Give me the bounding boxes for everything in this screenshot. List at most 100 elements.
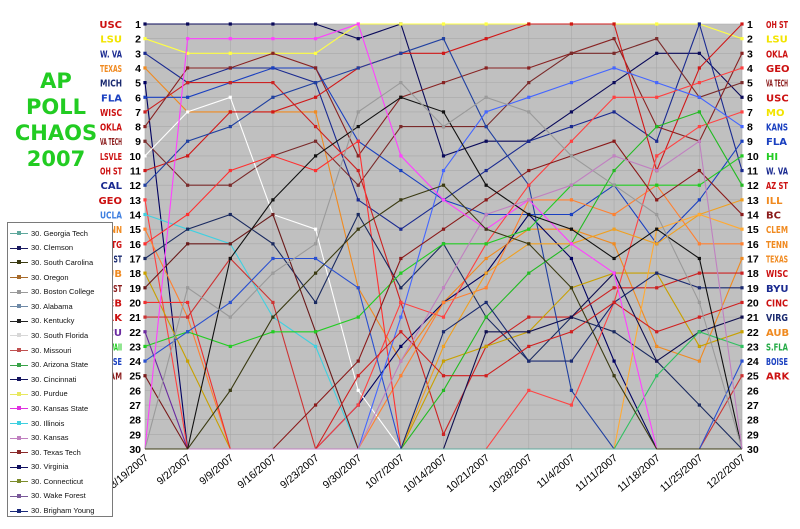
series-point	[527, 198, 531, 202]
series-point	[697, 344, 701, 349]
series-point	[441, 37, 446, 41]
series-point	[612, 37, 616, 41]
series-point	[484, 330, 488, 334]
series-point	[612, 271, 616, 275]
x-tick-label: 9/16/2007	[235, 452, 279, 491]
series-point	[228, 124, 232, 129]
y-tick-label-left: 16	[129, 239, 141, 251]
series-point	[740, 22, 744, 26]
series-point	[655, 242, 659, 246]
team-label-right: OH ST	[766, 20, 788, 31]
legend-item: 30. Brigham Young	[10, 503, 110, 518]
y-tick-label-left: 14	[129, 210, 141, 222]
series-point	[527, 271, 531, 275]
team-label-left: CAL	[101, 181, 123, 192]
series-point	[527, 81, 531, 85]
y-tick-label-left: 26	[129, 385, 141, 397]
y-tick-label-right: 21	[747, 312, 759, 324]
series-point	[612, 286, 616, 290]
series-point	[527, 227, 531, 231]
series-point	[740, 51, 744, 55]
series-point	[697, 139, 701, 143]
legend-label: 30. Connecticut	[31, 476, 84, 486]
series-point	[399, 95, 403, 99]
series-point	[441, 242, 446, 246]
series-point	[569, 227, 574, 231]
y-tick-label-left: 28	[129, 415, 141, 427]
series-point	[527, 212, 531, 217]
series-point	[655, 183, 659, 187]
series-point	[399, 344, 403, 349]
series-point	[271, 66, 275, 70]
series-point	[569, 286, 574, 290]
series-point	[740, 183, 744, 187]
legend-item: 30. Texas Tech	[10, 445, 110, 460]
series-point	[228, 66, 232, 70]
chart-title: AP POLL CHAOS 2007	[8, 68, 104, 172]
series-point	[186, 315, 190, 319]
legend-swatch	[10, 288, 28, 296]
legend-swatch	[10, 346, 28, 354]
series-point	[399, 168, 403, 173]
series-point	[356, 154, 360, 158]
series-point	[740, 37, 744, 41]
y-tick-label-right: 3	[747, 48, 753, 60]
series-point	[740, 359, 744, 363]
series-point	[143, 374, 147, 378]
legend-label: 30. Kansas State	[31, 403, 89, 413]
x-tick-label: 10/7/2007	[363, 452, 407, 491]
series-point	[399, 300, 403, 305]
series-lines	[143, 22, 744, 450]
team-label-right: FLA	[766, 137, 787, 148]
legend-label: 30. Alabama	[31, 301, 73, 311]
series-point	[655, 139, 659, 143]
y-tick-label-right: 28	[747, 415, 759, 427]
y-tick-label-left: 23	[129, 341, 141, 353]
legend-label: 30. Oregon	[31, 272, 69, 282]
series-point	[313, 66, 318, 70]
series-point	[186, 139, 190, 143]
legend-label: 30. Texas Tech	[31, 447, 81, 457]
series-point	[697, 66, 701, 70]
series-point	[484, 139, 488, 143]
team-label-left: USC	[99, 20, 122, 31]
series-point	[399, 154, 403, 158]
series-point	[186, 95, 190, 99]
series-point	[228, 37, 232, 41]
team-label-left: OH ST	[100, 167, 122, 178]
legend-label: 30. Boston College	[31, 287, 95, 297]
legend-swatch	[10, 477, 28, 485]
series-point	[612, 95, 616, 99]
y-tick-label-left: 22	[129, 327, 141, 339]
series-point	[143, 286, 147, 290]
y-tick-label-right: 16	[747, 239, 759, 251]
series-point	[399, 271, 403, 275]
legend-label: 30. Illinois	[31, 418, 65, 428]
series-point	[612, 300, 616, 305]
series-point	[612, 139, 616, 143]
title-line: AP	[40, 69, 72, 93]
y-tick-label-left: 19	[129, 283, 141, 295]
series-point	[228, 242, 232, 246]
y-tick-label-left: 30	[129, 444, 141, 456]
y-tick-label-right: 29	[747, 429, 759, 441]
team-label-right: BOISE	[766, 357, 788, 368]
series-point	[612, 110, 616, 114]
series-point	[697, 256, 701, 261]
series-point	[697, 110, 701, 114]
series-point	[484, 212, 488, 217]
series-point	[356, 198, 360, 202]
series-point	[740, 110, 744, 114]
y-tick-label-right: 30	[747, 444, 759, 456]
series-point	[740, 271, 744, 275]
series-point	[313, 22, 318, 26]
legend-swatch	[10, 390, 28, 398]
series-point	[441, 300, 446, 305]
series-point	[186, 359, 190, 363]
legend-label: 30. Georgia Tech	[31, 228, 88, 238]
series-point	[313, 124, 318, 129]
series-point	[228, 81, 232, 85]
y-tick-label-right: 20	[747, 297, 759, 309]
series-point	[527, 168, 531, 173]
team-label-right: BC	[766, 211, 781, 222]
